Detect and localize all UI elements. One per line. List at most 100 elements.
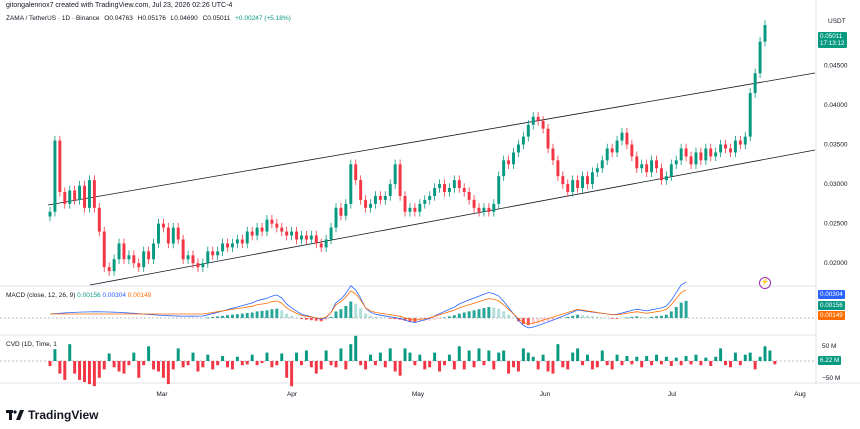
candle-body	[586, 176, 589, 185]
cvd-bar	[664, 356, 668, 361]
macd-histogram-bar	[595, 316, 599, 318]
cvd-bar	[334, 361, 338, 368]
cvd-bar	[541, 354, 545, 361]
macd-histogram-bar	[339, 309, 343, 318]
cvd-bar	[58, 361, 62, 374]
candle-body	[68, 190, 72, 204]
cvd-bar	[418, 354, 422, 361]
macd-histogram-bar	[250, 312, 254, 318]
candle-body	[97, 207, 101, 232]
cvd-bar	[250, 354, 254, 361]
macd-legend[interactable]: MACD (close, 12, 26, 9) 0.00156 0.00304 …	[6, 292, 151, 299]
cvd-bar	[378, 352, 382, 361]
cvd-legend[interactable]: CVD (1D, Time, 1	[6, 341, 57, 348]
candle-body	[181, 239, 185, 260]
cvd-bar	[600, 350, 604, 361]
candle-body	[137, 263, 141, 268]
cvd-bar	[561, 361, 565, 368]
cvd-bar	[63, 361, 67, 380]
candle-body	[581, 176, 585, 189]
cvd-bar	[492, 361, 496, 370]
candle-body	[472, 199, 476, 208]
candle-body	[521, 136, 525, 145]
cvd-bar	[714, 356, 718, 361]
cvd-bar	[300, 361, 303, 366]
candle-body	[753, 73, 757, 94]
candle-body	[704, 148, 708, 161]
candle-body	[211, 251, 215, 256]
candle-body	[226, 243, 229, 248]
flash-icon[interactable]: ⚡	[759, 277, 771, 289]
price-axis[interactable]: 0.04500 0.04000 0.03500 0.03000 0.02500 0.020…	[824, 62, 848, 267]
cvd-bar	[669, 361, 673, 367]
macd-histogram-bar	[309, 318, 313, 321]
candle-body	[53, 140, 57, 212]
cvd-bar	[729, 361, 732, 368]
macd-histogram-bar	[452, 315, 456, 318]
cvd-bar	[768, 350, 772, 361]
macd-histogram-bar	[438, 318, 442, 319]
cvd-bar	[87, 361, 91, 385]
tradingview-logo[interactable]: TradingView	[6, 408, 98, 422]
cvd-bar	[53, 349, 57, 361]
macd-histogram-bar	[240, 313, 244, 318]
candle-body	[457, 180, 461, 189]
candle-body	[290, 231, 294, 236]
cvd-bar	[275, 361, 279, 366]
cvd-bar	[127, 361, 131, 366]
cvd-tick-top: 50 M	[822, 343, 837, 350]
macd-histogram-bar	[457, 313, 461, 318]
symbol-title[interactable]: ZAMA / TetherUS · 1D · Binance	[6, 15, 100, 22]
ohlc-low: L0.04690	[170, 15, 198, 22]
macd-histogram-bar	[664, 314, 668, 318]
cvd-bar	[586, 354, 589, 361]
macd-tag-orange: 0.00149	[818, 311, 845, 320]
cvd-bar	[230, 361, 234, 370]
cvd-bar	[48, 361, 52, 367]
cvd-bar	[132, 352, 136, 361]
candle-body	[314, 235, 318, 244]
cvd-bar	[157, 361, 160, 372]
cvd-bar	[502, 350, 506, 361]
cvd-bar	[679, 361, 683, 366]
cvd-bar	[216, 361, 220, 366]
candle-body	[354, 164, 358, 181]
cvd-tick-bottom: −50 M	[822, 375, 841, 382]
candle-body	[433, 188, 437, 196]
macd-histogram-bar	[526, 318, 530, 326]
macd-histogram-bar	[571, 315, 575, 318]
cvd-bar	[733, 352, 737, 361]
candle-body	[729, 148, 732, 153]
cvd-bar	[186, 361, 190, 366]
cvd-bar	[270, 361, 274, 368]
cvd-bar	[137, 361, 141, 378]
candle-body	[63, 192, 67, 204]
macd-histogram-bar	[487, 307, 491, 318]
cvd-bar	[630, 361, 634, 365]
cvd-bar	[452, 361, 456, 370]
macd-histogram-bar	[684, 300, 688, 318]
macd-histogram-bar	[428, 318, 432, 321]
channel-upper-line[interactable]	[47, 72, 816, 206]
cvd-bar	[373, 361, 377, 366]
trend-channel[interactable]	[47, 72, 816, 286]
candle-body	[349, 164, 353, 204]
candle-body	[171, 227, 175, 244]
cvd-bar	[709, 361, 713, 367]
cvd-bar	[211, 361, 215, 370]
macd-histogram-bar	[270, 309, 274, 318]
time-axis[interactable]: Mar Apr May Jun Jul Aug	[156, 391, 806, 398]
candle-body	[625, 132, 629, 145]
candle-body	[516, 144, 520, 153]
macd-histogram-bar	[467, 311, 471, 318]
candle-body	[423, 199, 427, 204]
candle-body	[482, 207, 486, 212]
cvd-bar	[73, 361, 77, 374]
candle-body	[127, 255, 131, 260]
candle-body	[689, 156, 693, 165]
candle-body	[526, 124, 530, 137]
channel-lower-line[interactable]	[89, 149, 816, 286]
candle-body	[383, 195, 387, 200]
candle-body	[107, 267, 111, 272]
